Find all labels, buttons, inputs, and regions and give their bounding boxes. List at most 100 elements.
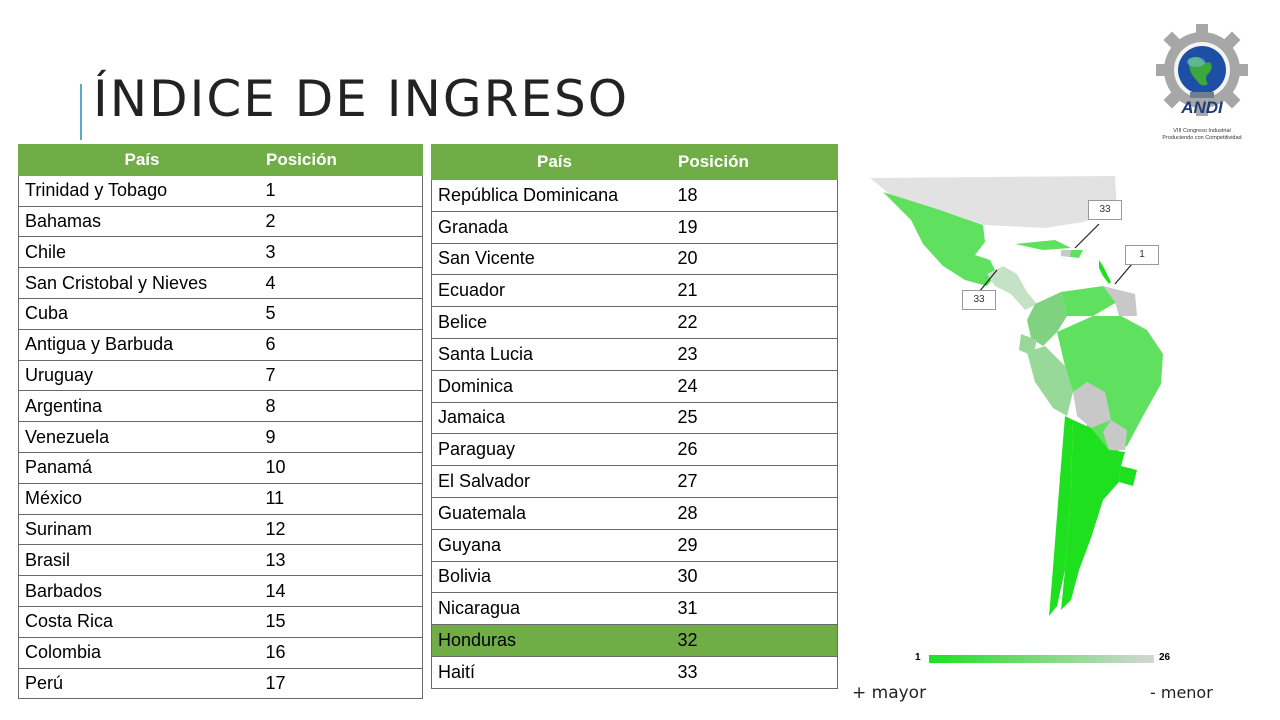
position-cell: 32 bbox=[671, 624, 838, 657]
table-row: Chile 3 bbox=[18, 236, 423, 269]
table-row: México 11 bbox=[18, 482, 423, 515]
country-cell: El Salvador bbox=[431, 465, 672, 498]
legend-gradient-bar bbox=[929, 655, 1154, 663]
position-cell: 21 bbox=[671, 274, 838, 308]
table-row: Antigua y Barbuda 6 bbox=[18, 328, 423, 361]
map-region-antilles bbox=[1099, 260, 1111, 284]
position-cell: 14 bbox=[259, 575, 423, 607]
map-region-mexico bbox=[883, 192, 997, 286]
ranking-table-left: País Posición Trinidad y Tobago 1 Bahamas… bbox=[18, 144, 423, 700]
position-cell: 6 bbox=[259, 328, 423, 361]
header-country: País bbox=[18, 144, 260, 176]
table-header-row: País Posición bbox=[431, 144, 838, 180]
table-row: Colombia 16 bbox=[18, 636, 423, 669]
position-cell: 29 bbox=[671, 528, 838, 562]
map-region-bolivia bbox=[1073, 382, 1111, 428]
country-cell: República Dominicana bbox=[431, 179, 672, 212]
table-header-row: País Posición bbox=[18, 144, 423, 176]
caption-menor: - menor bbox=[1150, 683, 1213, 702]
map-region-colombia bbox=[1027, 292, 1067, 346]
position-cell: 19 bbox=[671, 210, 838, 244]
position-cell: 7 bbox=[259, 359, 423, 392]
table-row: Uruguay 7 bbox=[18, 359, 423, 392]
logo-subtitle-2: Produciendo con Competitividad bbox=[1162, 135, 1241, 141]
country-cell: Belice bbox=[431, 306, 672, 339]
table-row: Guatemala 28 bbox=[431, 496, 838, 530]
ranking-table-right: País Posición República Dominicana 18 Gra… bbox=[431, 144, 838, 689]
globe-icon bbox=[1178, 46, 1226, 94]
header-position: Posición bbox=[259, 144, 423, 176]
map-callout-honduras: 33 bbox=[962, 290, 996, 310]
position-cell: 2 bbox=[259, 205, 423, 238]
country-cell: Dominica bbox=[431, 369, 672, 403]
map-region-venezuela bbox=[1061, 286, 1117, 316]
map-region-chile bbox=[1049, 416, 1073, 616]
country-cell: San Vicente bbox=[431, 242, 672, 276]
table-row: Venezuela 9 bbox=[18, 421, 423, 453]
country-cell: Colombia bbox=[18, 636, 260, 669]
position-cell: 33 bbox=[671, 655, 838, 689]
table-row: Nicaragua 31 bbox=[431, 592, 838, 626]
country-cell: Jamaica bbox=[431, 401, 672, 435]
table-row: Brasil 13 bbox=[18, 544, 423, 577]
table-row: San Cristobal y Nieves 4 bbox=[18, 267, 423, 299]
country-cell: Panamá bbox=[18, 451, 260, 484]
country-cell: Argentina bbox=[18, 390, 260, 423]
position-cell: 1 bbox=[259, 174, 423, 207]
country-cell: Brasil bbox=[18, 544, 260, 577]
table-row: Granada 19 bbox=[431, 210, 838, 244]
map-callout-haiti: 33 bbox=[1088, 200, 1122, 220]
table-row: El Salvador 27 bbox=[431, 465, 838, 498]
position-cell: 16 bbox=[259, 636, 423, 669]
position-cell: 22 bbox=[671, 306, 838, 339]
table-row: Costa Rica 15 bbox=[18, 605, 423, 638]
country-cell: Cuba bbox=[18, 297, 260, 330]
table-row: Bahamas 2 bbox=[18, 205, 423, 238]
logo-subtitle-1: VIII Congreso Industrial bbox=[1173, 128, 1230, 134]
table-row: Panamá 10 bbox=[18, 451, 423, 484]
map-region-cuba bbox=[1015, 240, 1071, 250]
position-cell: 25 bbox=[671, 401, 838, 435]
country-cell: Ecuador bbox=[431, 274, 672, 308]
position-cell: 11 bbox=[259, 482, 423, 515]
caption-mayor: + mayor bbox=[852, 683, 927, 703]
header-country: País bbox=[431, 144, 672, 180]
position-cell: 4 bbox=[259, 267, 423, 299]
table-row: Trinidad y Tobago 1 bbox=[18, 174, 423, 207]
table-row: Ecuador 21 bbox=[431, 274, 838, 308]
table-row-highlighted: Honduras 32 bbox=[431, 624, 838, 657]
position-cell: 30 bbox=[671, 560, 838, 594]
country-cell: México bbox=[18, 482, 260, 515]
position-cell: 9 bbox=[259, 421, 423, 453]
legend-max-label: 26 bbox=[1159, 652, 1171, 663]
andi-logo: ANDI VIII Congreso Industrial Produciend… bbox=[1156, 24, 1248, 141]
map-region-argentina bbox=[1061, 420, 1125, 610]
country-cell: Bolivia bbox=[431, 560, 672, 594]
table-row: Belice 22 bbox=[431, 306, 838, 339]
table-row: Perú 17 bbox=[18, 667, 423, 700]
table-row: Santa Lucia 23 bbox=[431, 337, 838, 371]
country-cell: Surinam bbox=[18, 513, 260, 546]
country-cell: Santa Lucia bbox=[431, 337, 672, 371]
legend-min-label: 1 bbox=[915, 652, 921, 663]
table-row: Bolivia 30 bbox=[431, 560, 838, 594]
table-row: Cuba 5 bbox=[18, 297, 423, 330]
country-cell: Guyana bbox=[431, 528, 672, 562]
position-cell: 5 bbox=[259, 297, 423, 330]
table-row: San Vicente 20 bbox=[431, 242, 838, 276]
callout-leader-haiti bbox=[1074, 223, 1100, 249]
table-row: Surinam 12 bbox=[18, 513, 423, 546]
country-cell: Bahamas bbox=[18, 205, 260, 238]
position-cell: 18 bbox=[671, 179, 838, 212]
position-cell: 8 bbox=[259, 390, 423, 423]
table-row: Haití 33 bbox=[431, 655, 838, 689]
map-region-guianas bbox=[1103, 286, 1137, 316]
map-region-uruguay bbox=[1119, 466, 1137, 486]
table-row: Guyana 29 bbox=[431, 528, 838, 562]
country-cell: Haití bbox=[431, 655, 672, 689]
table-row: Dominica 24 bbox=[431, 369, 838, 403]
map-region-haiti bbox=[1061, 250, 1071, 257]
country-cell: Barbados bbox=[18, 575, 260, 607]
position-cell: 3 bbox=[259, 236, 423, 269]
map-callout-trinidad: 1 bbox=[1125, 245, 1159, 265]
